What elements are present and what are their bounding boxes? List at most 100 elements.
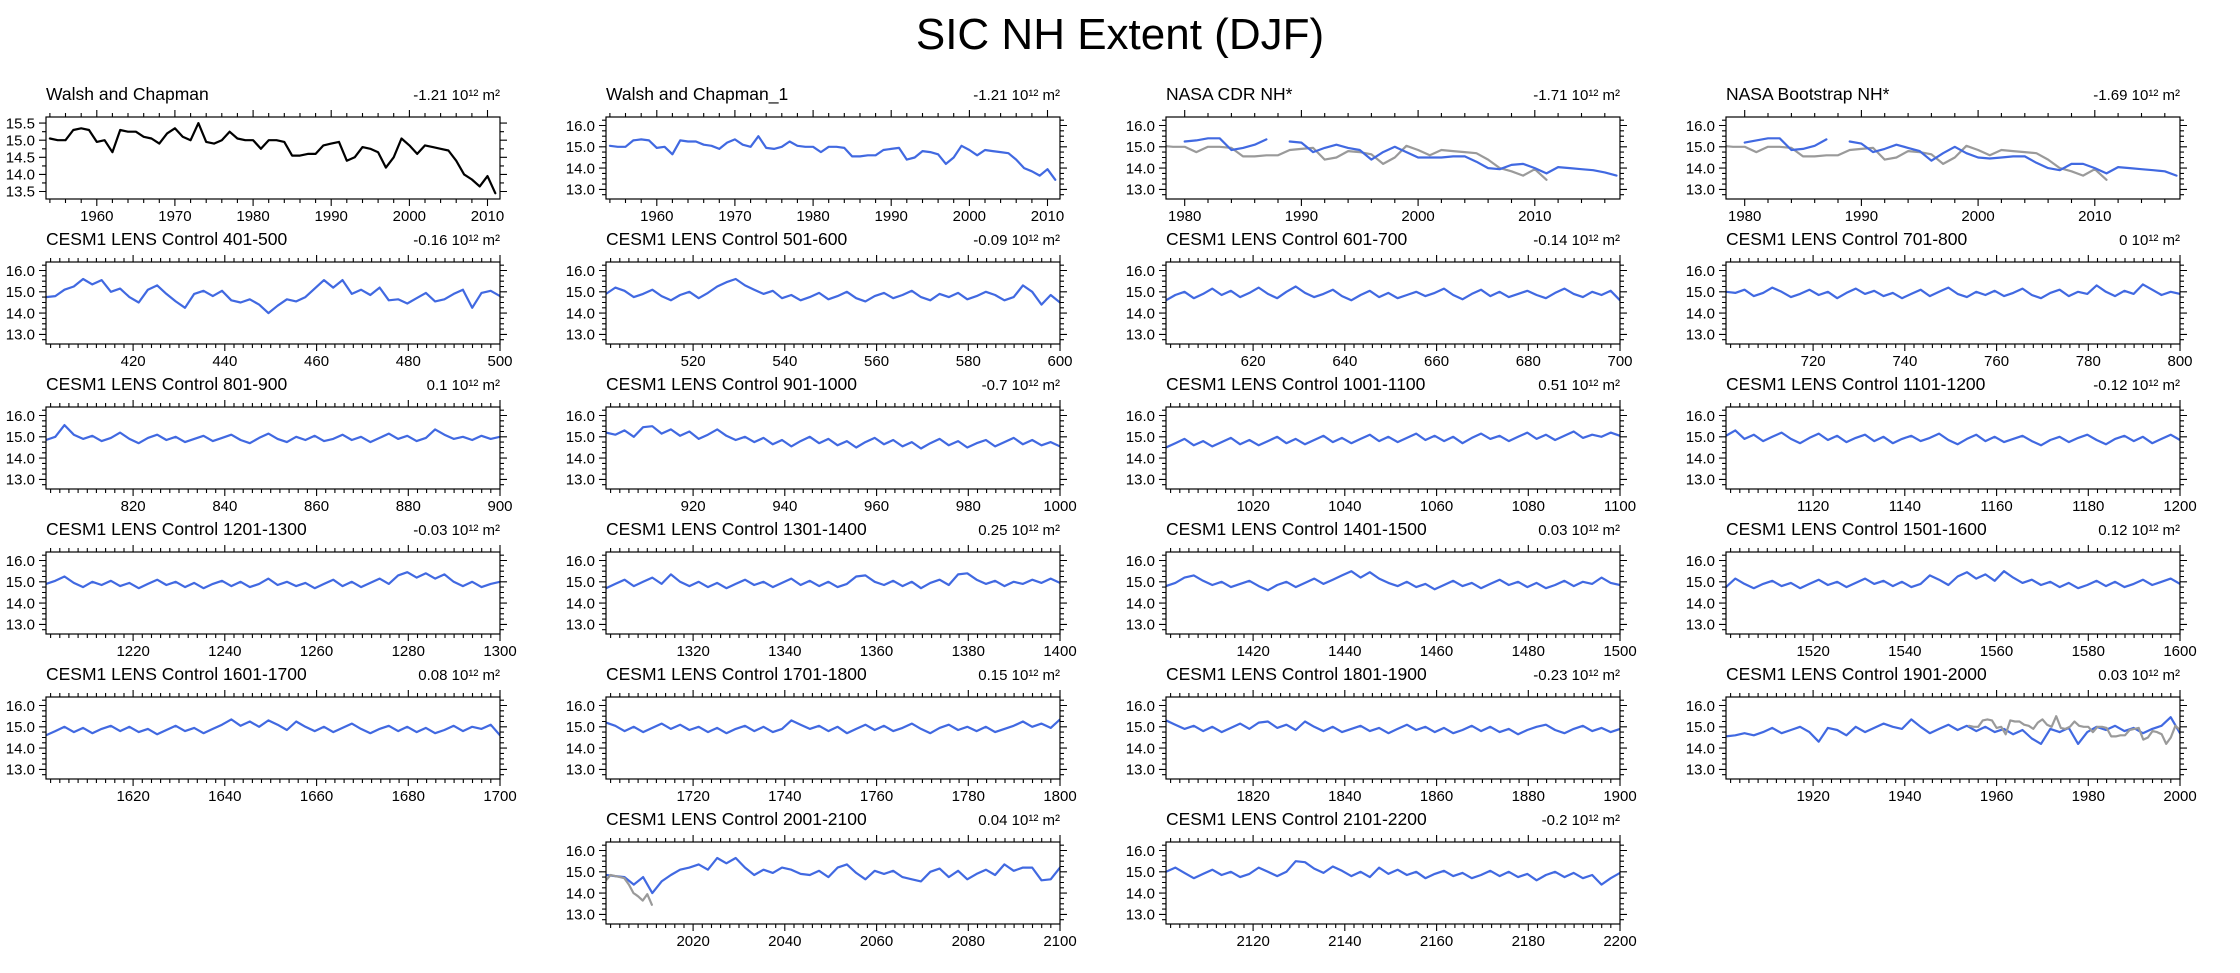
plot-frame: [605, 841, 1061, 925]
plot-frame: [1165, 116, 1621, 200]
x-tick-label: 920: [681, 498, 706, 515]
x-tick-label: 660: [1424, 353, 1449, 370]
plot-area: 13.0 14.0 15.0 16.0 420 440 460 480 500: [6, 255, 513, 370]
x-tick-label: 2060: [860, 933, 893, 950]
plot-frame: [1725, 261, 2181, 345]
trend-value-label: 0.51 10¹² m²: [1538, 377, 1620, 394]
x-tick-label: 600: [1047, 353, 1072, 370]
plot-area: 13.0 14.0 15.0 16.0 1020 1040 1060 1080 1100: [1126, 400, 1636, 515]
y-tick-label: 14.0: [6, 305, 35, 322]
y-tick-label: 14.0: [1126, 595, 1155, 612]
x-tick-label: 2200: [1603, 933, 1636, 950]
y-tick-label: 13.0: [566, 182, 595, 199]
axis-ticks: [1159, 835, 1627, 931]
chart-panel-c1901: CESM1 LENS Control 1901-2000 0.03 10¹² m²…: [1680, 664, 2240, 809]
x-tick-label: 2140: [1328, 933, 1361, 950]
panel-header: CESM1 LENS Control 1201-1300 -0.03 10¹² m…: [46, 519, 500, 542]
plot-frame: [605, 116, 1061, 200]
x-tick-label: 1940: [1888, 788, 1921, 805]
x-tick-label: 1260: [300, 643, 333, 660]
panel-title: CESM1 LENS Control 1201-1300: [46, 519, 307, 539]
x-tick-label: 900: [487, 498, 512, 515]
y-tick-label: 14.0: [1126, 160, 1155, 177]
series-line-m1201: [46, 571, 500, 590]
panel-header: CESM1 LENS Control 2001-2100 0.04 10¹² m²: [606, 809, 1060, 832]
y-tick-label: 15.0: [6, 719, 35, 736]
panel-header: CESM1 LENS Control 2101-2200 -0.2 10¹² m²: [1166, 809, 1620, 832]
chart-panel-c1801: CESM1 LENS Control 1801-1900 -0.23 10¹² m…: [1120, 664, 1680, 809]
series-line-m1401: [1166, 570, 1620, 592]
axis-ticks: [1719, 545, 2187, 641]
y-tick-label: 13.0: [1126, 617, 1155, 634]
x-tick-label: 1020: [1236, 498, 1269, 515]
y-tick-label: 13.0: [566, 617, 595, 634]
x-tick-label: 1840: [1328, 788, 1361, 805]
x-tick-label: 540: [772, 353, 797, 370]
plot-area: 13.0 14.0 15.0 16.0 2120 2140 2160 2180 2200: [1126, 835, 1637, 950]
x-tick-label: 2010: [2078, 208, 2111, 225]
panel-title: CESM1 LENS Control 1701-1800: [606, 664, 867, 684]
y-tick-label: 15.0: [6, 574, 35, 591]
y-tick-label: 15.0: [1126, 139, 1155, 156]
panel-header: Walsh and Chapman -1.21 10¹² m²: [46, 84, 500, 107]
chart-panel-walsh1: Walsh and Chapman_1 -1.21 10¹² m² 13.0 14.0…: [560, 84, 1120, 229]
y-tick-label: 14.0: [566, 885, 595, 902]
panel-title: CESM1 LENS Control 1901-2000: [1726, 664, 1987, 684]
y-tick-label: 15.0: [1686, 139, 1715, 156]
axis-ticks: [1159, 690, 1627, 786]
panel-title: CESM1 LENS Control 1101-1200: [1726, 374, 1986, 394]
y-tick-label: 15.0: [6, 429, 35, 446]
plot-area: 13.0 14.0 15.0 16.0 620 640 660 680 700: [1126, 255, 1633, 370]
x-tick-label: 1980: [1728, 208, 1761, 225]
y-tick-label: 16.0: [1126, 408, 1155, 425]
panel-header: NASA Bootstrap NH* -1.69 10¹² m²: [1726, 84, 2180, 107]
x-tick-label: 2010: [1031, 208, 1064, 225]
x-tick-label: 1280: [392, 643, 425, 660]
plot-frame: [1725, 116, 2181, 200]
x-tick-label: 1400: [1043, 643, 1076, 660]
x-tick-label: 2180: [1512, 933, 1545, 950]
series-line-walsh: [48, 122, 497, 195]
plot-area: 13.0 14.0 15.0 16.0 1960 1970 1980 1990 2000 2010: [566, 110, 1067, 225]
plot-area: 13.0 14.0 15.0 16.0 1420 1440 1460 1480 1500: [1126, 545, 1637, 660]
trend-value-label: -0.2 10¹² m²: [1541, 812, 1620, 829]
trend-value-label: 0.15 10¹² m²: [978, 667, 1060, 684]
panel-header: CESM1 LENS Control 1001-1100 0.51 10¹² m²: [1166, 374, 1620, 397]
plot-frame: [45, 696, 501, 780]
y-tick-label: 14.0: [1686, 305, 1715, 322]
x-tick-label: 700: [1607, 353, 1632, 370]
trend-value-label: 0.12 10¹² m²: [2098, 522, 2180, 539]
x-tick-label: 1640: [208, 788, 241, 805]
y-tick-label: 14.0: [1686, 595, 1715, 612]
panel-title: CESM1 LENS Control 601-700: [1166, 229, 1408, 249]
plot-area: 13.0 14.0 15.0 16.0 1120 1140 1160 1180 1200: [1686, 400, 2197, 515]
y-tick-label: 15.0: [1686, 574, 1715, 591]
chart-panel-c1101: CESM1 LENS Control 1101-1200 -0.12 10¹² m…: [1680, 374, 2240, 519]
plot-area: 13.0 14.0 15.0 16.0 1720 1740 1760 1780 1800: [566, 690, 1077, 805]
trend-value-label: 0.25 10¹² m²: [978, 522, 1060, 539]
y-tick-label: 15.0: [1686, 284, 1715, 301]
trend-value-label: -0.23 10¹² m²: [1533, 667, 1620, 684]
y-tick-label: 13.0: [1686, 182, 1715, 199]
trend-value-label: -1.69 10¹² m²: [2093, 87, 2180, 104]
x-tick-label: 960: [864, 498, 889, 515]
x-tick-label: 1000: [1043, 498, 1076, 515]
trend-value-label: -1.21 10¹² m²: [973, 87, 1060, 104]
y-tick-label: 16.0: [566, 698, 595, 715]
x-tick-label: 560: [864, 353, 889, 370]
chart-panel-cdr: NASA CDR NH* -1.71 10¹² m² 13.0 14.0 15.0 16.…: [1120, 84, 1680, 229]
series-line-walsh: [1968, 715, 2180, 745]
x-tick-label: 2100: [1043, 933, 1076, 950]
chart-panel-c2101: CESM1 LENS Control 2101-2200 -0.2 10¹² m²…: [1120, 809, 1680, 954]
x-tick-label: 1960: [640, 208, 673, 225]
series-line-m1801: [1166, 719, 1620, 736]
x-tick-label: 1980: [796, 208, 829, 225]
axis-ticks: [599, 690, 1067, 786]
chart-panel-c801: CESM1 LENS Control 801-900 0.1 10¹² m² 13.…: [0, 374, 560, 519]
axis-ticks: [1159, 400, 1627, 496]
panel-header: CESM1 LENS Control 1501-1600 0.12 10¹² m²: [1726, 519, 2180, 542]
x-tick-label: 1360: [860, 643, 893, 660]
x-tick-label: 1820: [1236, 788, 1269, 805]
y-tick-label: 14.0: [566, 160, 595, 177]
y-tick-label: 16.0: [566, 553, 595, 570]
